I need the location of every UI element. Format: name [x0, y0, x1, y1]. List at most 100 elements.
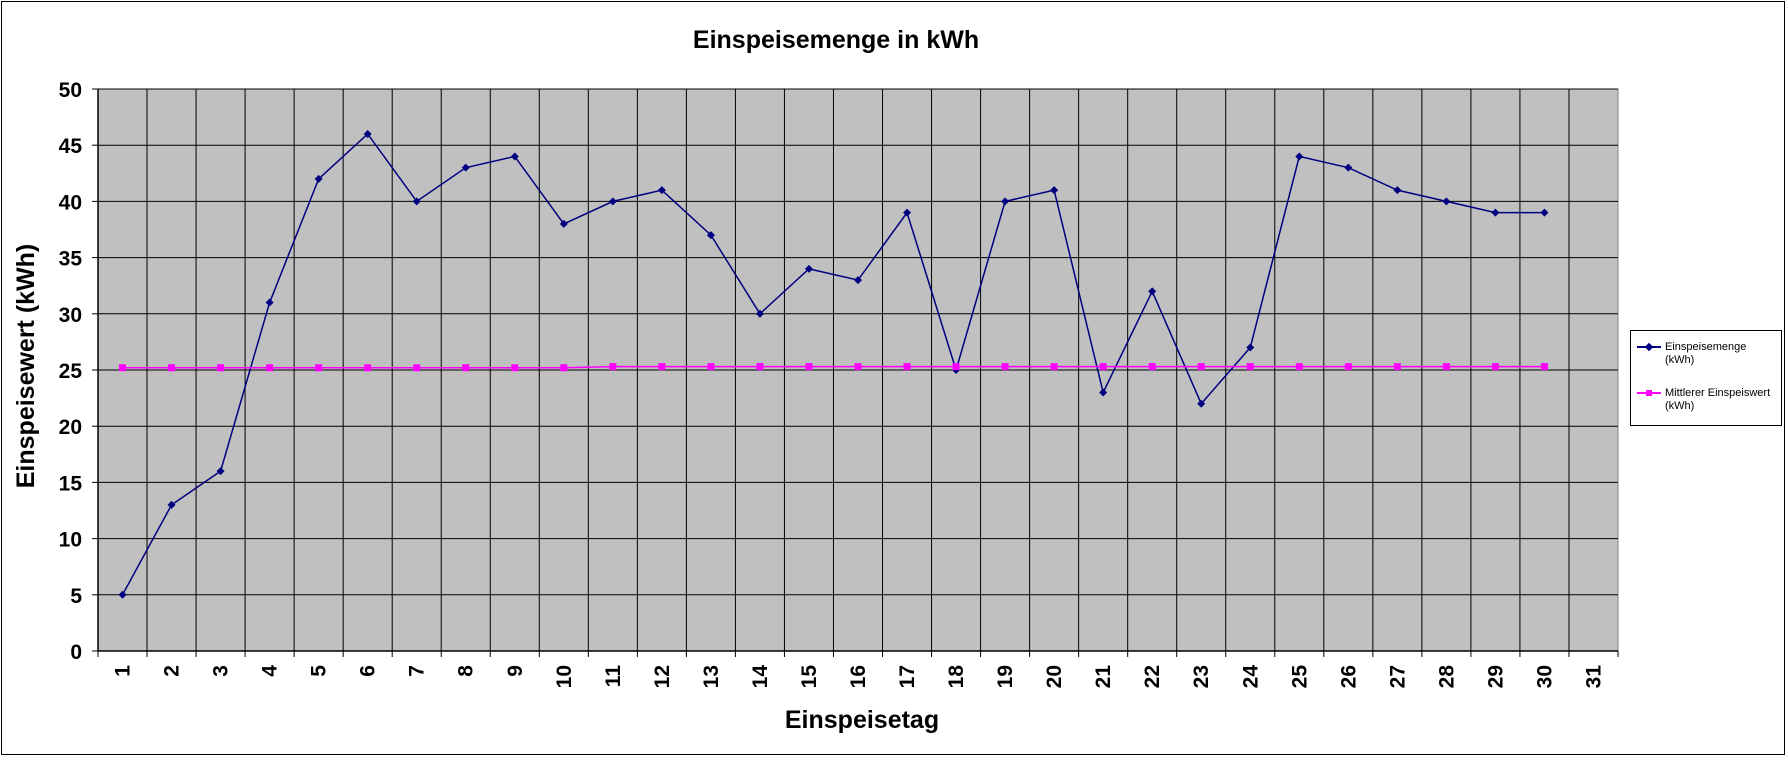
data-point-mittlerer-einspeiswert: [217, 364, 225, 372]
data-point-mittlerer-einspeiswert: [1442, 363, 1450, 371]
x-tick-label: 12: [651, 665, 674, 688]
chart-legend: Einspeisemenge (kWh) Mittlerer Einspeisw…: [1630, 330, 1782, 426]
x-tick-label: 20: [1043, 665, 1066, 688]
x-tick-label: 9: [504, 665, 527, 677]
data-point-einspeisemenge: [167, 500, 176, 509]
data-point-einspeisemenge: [216, 467, 225, 476]
x-tick-label: 18: [945, 665, 968, 689]
y-tick-label: 0: [70, 641, 82, 664]
data-point-einspeisemenge: [314, 174, 323, 183]
data-point-mittlerer-einspeiswert: [1001, 363, 1009, 371]
data-point-mittlerer-einspeiswert: [315, 364, 323, 372]
x-tick-label: 26: [1337, 665, 1360, 688]
data-point-mittlerer-einspeiswert: [1148, 363, 1156, 371]
data-point-einspeisemenge: [1148, 287, 1157, 296]
y-axis-label: Einspeisewert (kWh): [12, 244, 40, 489]
x-tick-label: 22: [1141, 665, 1164, 688]
data-point-einspeisemenge: [265, 298, 274, 307]
x-tick-label: 7: [406, 665, 429, 677]
data-point-einspeisemenge: [1344, 163, 1353, 172]
data-point-mittlerer-einspeiswert: [119, 364, 127, 372]
data-point-mittlerer-einspeiswert: [658, 363, 666, 371]
y-tick-label: 50: [59, 79, 82, 102]
data-point-einspeisemenge: [1197, 399, 1206, 408]
data-point-mittlerer-einspeiswert: [1246, 363, 1254, 371]
data-point-einspeisemenge: [1099, 388, 1108, 397]
y-tick-label: 10: [59, 529, 82, 552]
x-tick-label: 25: [1288, 665, 1311, 689]
x-tick-label: 6: [357, 665, 380, 677]
data-point-einspeisemenge: [1540, 208, 1549, 217]
y-tick-label: 20: [59, 416, 82, 439]
x-axis-label: Einspeisetag: [785, 706, 939, 734]
data-point-mittlerer-einspeiswert: [609, 363, 617, 371]
data-point-mittlerer-einspeiswert: [1344, 363, 1352, 371]
data-point-einspeisemenge: [755, 309, 764, 318]
y-tick-label: 15: [59, 472, 83, 495]
data-point-mittlerer-einspeiswert: [168, 364, 176, 372]
data-point-mittlerer-einspeiswert: [560, 364, 568, 372]
data-point-mittlerer-einspeiswert: [1540, 363, 1548, 371]
legend-item-mittlerer-einspeiswert: Mittlerer Einspeiswert (kWh): [1637, 387, 1777, 413]
x-tick-label: 13: [700, 665, 723, 688]
data-point-einspeisemenge: [1050, 186, 1059, 195]
series-line-2: [122, 365, 1545, 369]
legend-swatch-mittlerer-einspeiswert: [1637, 388, 1661, 398]
x-tick-label: 29: [1484, 665, 1507, 688]
data-point-mittlerer-einspeiswert: [903, 363, 911, 371]
data-point-mittlerer-einspeiswert: [707, 363, 715, 371]
data-point-mittlerer-einspeiswert: [413, 364, 421, 372]
data-point-einspeisemenge: [363, 129, 372, 138]
y-tick-label: 35: [59, 248, 83, 271]
x-tick-label: 15: [798, 665, 821, 689]
y-tick-label: 45: [59, 135, 83, 158]
y-tick-label: 40: [59, 191, 82, 214]
data-point-einspeisemenge: [1442, 197, 1451, 206]
x-tick-label: 28: [1435, 665, 1458, 689]
data-point-mittlerer-einspeiswert: [854, 363, 862, 371]
x-tick-label: 4: [259, 665, 282, 677]
data-point-einspeisemenge: [657, 186, 666, 195]
data-point-einspeisemenge: [1001, 197, 1010, 206]
y-tick-label: 30: [59, 304, 82, 327]
data-point-mittlerer-einspeiswert: [266, 364, 274, 372]
data-point-einspeisemenge: [1246, 343, 1255, 352]
data-point-mittlerer-einspeiswert: [952, 363, 960, 371]
data-point-einspeisemenge: [118, 590, 127, 599]
data-point-einspeisemenge: [903, 208, 912, 217]
data-point-mittlerer-einspeiswert: [364, 364, 372, 372]
data-point-einspeisemenge: [706, 231, 715, 240]
x-tick-label: 8: [455, 665, 478, 677]
x-tick-label: 30: [1533, 665, 1556, 688]
data-point-mittlerer-einspeiswert: [1295, 363, 1303, 371]
data-point-einspeisemenge: [559, 219, 568, 228]
data-point-mittlerer-einspeiswert: [756, 363, 764, 371]
x-tick-label: 5: [308, 665, 331, 677]
x-tick-label: 14: [749, 665, 772, 689]
chart-title: Einspeisemenge in kWh: [693, 26, 979, 54]
x-tick-label: 24: [1239, 665, 1262, 689]
legend-item-einspeisemenge: Einspeisemenge (kWh): [1637, 341, 1777, 367]
x-tick-label: 23: [1190, 665, 1213, 688]
data-point-einspeisemenge: [1295, 152, 1304, 161]
data-point-mittlerer-einspeiswert: [1491, 363, 1499, 371]
legend-label: Mittlerer Einspeiswert (kWh): [1665, 387, 1771, 412]
x-tick-label: 3: [210, 665, 233, 677]
legend-swatch-einspeisemenge: [1637, 342, 1661, 352]
x-tick-label: 31: [1582, 665, 1605, 689]
data-point-einspeisemenge: [804, 264, 813, 273]
data-point-mittlerer-einspeiswert: [511, 364, 519, 372]
y-tick-label: 25: [59, 360, 83, 383]
data-point-einspeisemenge: [854, 276, 862, 285]
data-point-einspeisemenge: [608, 197, 617, 206]
data-point-mittlerer-einspeiswert: [1393, 363, 1401, 371]
x-tick-label: 27: [1386, 665, 1409, 688]
x-tick-label: 1: [112, 665, 135, 677]
x-tick-label: 21: [1092, 665, 1115, 689]
data-point-mittlerer-einspeiswert: [1050, 363, 1058, 371]
x-tick-label: 2: [161, 665, 184, 677]
x-tick-label: 17: [896, 665, 919, 688]
data-point-mittlerer-einspeiswert: [1099, 363, 1107, 371]
